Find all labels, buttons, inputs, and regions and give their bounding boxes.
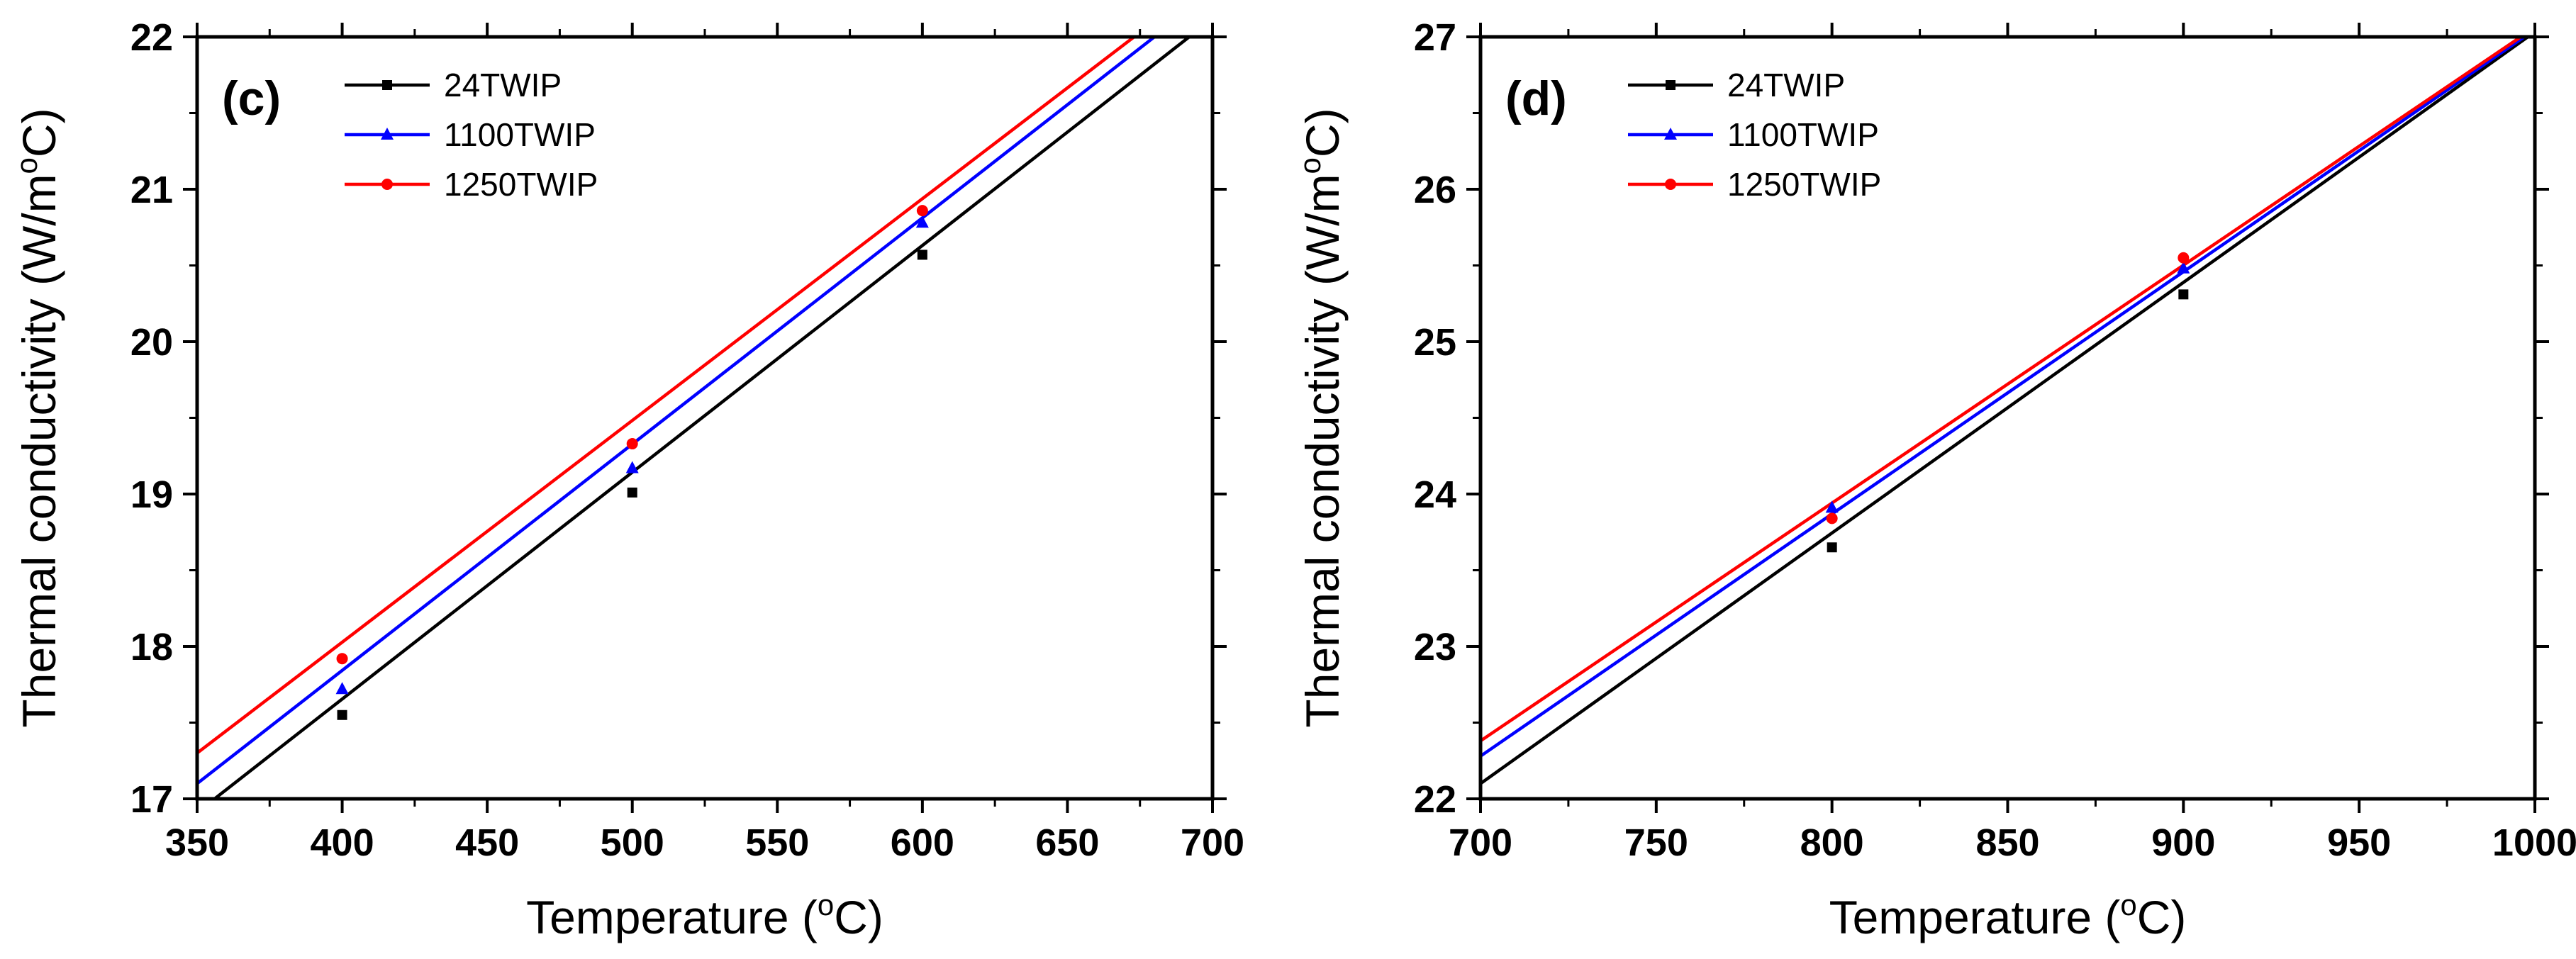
x-axis-title-sup: o <box>818 888 834 921</box>
data-point-1100twip <box>625 461 639 473</box>
y-tick-label: 17 <box>130 778 173 821</box>
data-point-24twip <box>2178 289 2189 300</box>
x-axis-title-main: Temperature ( <box>526 891 818 943</box>
y-tick-label: 21 <box>130 169 173 211</box>
data-point-1100twip <box>1825 500 1839 513</box>
x-tick-label: 550 <box>745 821 809 864</box>
x-axis-title-main: Temperature ( <box>1829 891 2121 943</box>
series-line-1100twip <box>197 37 1156 785</box>
x-tick-label: 900 <box>2151 821 2215 864</box>
data-point-24twip <box>1827 542 1837 553</box>
plot-frame <box>195 35 1215 801</box>
y-axis-title-main: Thermal conductivity (W/m <box>13 174 65 727</box>
legend-marker <box>1666 80 1675 90</box>
x-tick-label: 700 <box>1181 821 1244 864</box>
x-tick-label: 850 <box>1975 821 2039 864</box>
legend-marker <box>1665 179 1676 190</box>
legend-label: 24TWIP <box>444 67 562 103</box>
data-point-1250twip <box>916 205 928 217</box>
y-tick-label: 22 <box>130 16 173 59</box>
legend: 24TWIP 1100TWIP 1250TWIP <box>345 67 598 203</box>
data-point-24twip <box>917 249 927 260</box>
legend-marker <box>382 80 392 90</box>
data-point-1250twip <box>1826 512 1838 525</box>
legend-label: 1100TWIP <box>444 116 596 153</box>
y-tick-label: 20 <box>130 321 173 364</box>
series-group <box>1481 37 2529 785</box>
data-point-1100twip <box>335 682 349 695</box>
y-tick-label: 27 <box>1414 16 1456 59</box>
series-line-24twip <box>1481 37 2529 785</box>
y-tick-label: 23 <box>1414 626 1456 668</box>
legend-marker <box>1664 128 1677 140</box>
series-line-1250twip <box>197 37 1135 755</box>
series-line-24twip <box>211 37 1191 799</box>
y-tick-label: 19 <box>130 473 173 516</box>
x-axis-title-tail: C) <box>2137 891 2187 943</box>
x-axis-title-sup: o <box>2120 888 2136 921</box>
y-axis-title-tail: C) <box>13 108 65 157</box>
legend-marker <box>381 128 394 140</box>
data-point-1100twip <box>2177 261 2190 274</box>
panel-label: (c) <box>222 72 281 125</box>
x-tick-label: 350 <box>165 821 229 864</box>
x-axis-title-tail: C) <box>834 891 883 943</box>
legend-marker <box>381 179 393 190</box>
x-axis-title: Temperature (oC) <box>526 888 883 943</box>
plot-frame <box>1478 35 2537 801</box>
data-point-1250twip <box>626 438 638 450</box>
x-tick-label: 400 <box>311 821 374 864</box>
x-tick-label: 1000 <box>2492 821 2576 864</box>
x-tick-label: 800 <box>1800 821 1864 864</box>
data-point-1100twip <box>915 215 929 228</box>
x-tick-label: 700 <box>1449 821 1512 864</box>
legend-label: 1100TWIP <box>1727 116 1879 153</box>
y-tick-label: 22 <box>1414 778 1456 821</box>
x-axis-title: Temperature (oC) <box>1829 888 2187 943</box>
y-axis-title-sup: o <box>1293 157 1327 174</box>
y-axis-title-main: Thermal conductivity (W/m <box>1296 174 1349 727</box>
series-line-1250twip <box>1481 37 2522 743</box>
legend-label: 1250TWIP <box>1727 166 1881 203</box>
legend-label: 1250TWIP <box>444 166 598 203</box>
series-line-1100twip <box>1481 37 2526 758</box>
panel-c: 350 400 450 500 550 600 650 700 17 18 19 20 21 22 (c) 2… <box>10 16 1244 943</box>
legend: 24TWIP 1100TWIP 1250TWIP <box>1628 67 1881 203</box>
data-point-24twip <box>337 710 347 720</box>
y-axis-title-sup: o <box>10 157 43 174</box>
legend-label: 24TWIP <box>1727 67 1845 103</box>
y-axis-title: Thermal conductivity (W/moC) <box>1293 108 1349 727</box>
x-tick-label: 600 <box>891 821 954 864</box>
y-axis-title-tail: C) <box>1296 108 1349 157</box>
x-tick-label: 750 <box>1624 821 1688 864</box>
x-tick-label: 650 <box>1035 821 1099 864</box>
y-axis-title: Thermal conductivity (W/moC) <box>10 108 65 727</box>
y-tick-label: 26 <box>1414 169 1456 211</box>
data-point-1250twip <box>2178 252 2190 264</box>
panel-d: 700 750 800 850 900 950 1000 22 23 24 25 26 27 (d) 24T… <box>1293 16 2576 943</box>
series-group <box>197 37 1191 799</box>
data-point-1250twip <box>336 653 348 665</box>
panel-label: (d) <box>1505 72 1567 125</box>
x-tick-label: 950 <box>2327 821 2391 864</box>
y-tick-label: 18 <box>130 626 173 668</box>
y-tick-label: 25 <box>1414 321 1456 364</box>
data-point-24twip <box>627 487 637 498</box>
y-tick-label: 24 <box>1414 473 1456 516</box>
x-tick-label: 450 <box>455 821 519 864</box>
x-tick-label: 500 <box>601 821 664 864</box>
